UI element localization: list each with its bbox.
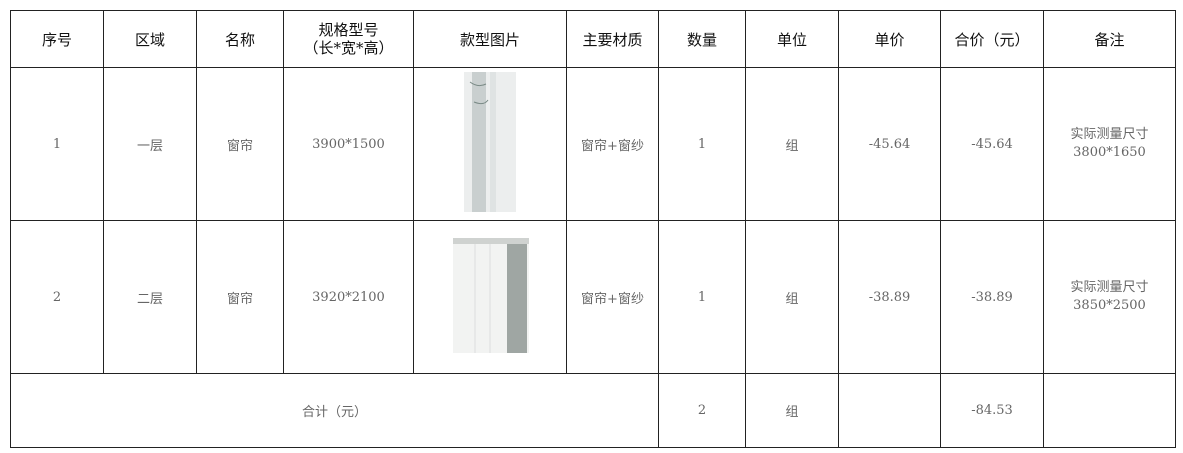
note-cell: 实际测量尺寸 3850*2500 [1043, 220, 1176, 374]
header-cell: 合价（元） [940, 10, 1044, 68]
unit-cell: 组 [745, 220, 839, 374]
summary-qty: 2 [658, 373, 746, 448]
unit-cell: 组 [745, 67, 839, 221]
header-cell-line: 规格型号 [318, 21, 379, 39]
qty-cell: 1 [658, 67, 746, 221]
qty-cell: 1 [658, 220, 746, 374]
summary-label: 合计（元） [10, 373, 659, 448]
material-cell: 窗帘+窗纱 [566, 220, 659, 374]
note-cell-line: 实际测量尺寸 [1070, 127, 1149, 142]
name-cell: 窗帘 [196, 67, 284, 221]
note-cell-line: 3850*2500 [1073, 298, 1146, 313]
price-cell: -38.89 [838, 220, 941, 374]
header-cell: 主要材质 [566, 10, 659, 68]
product-image [453, 237, 529, 353]
header-cell: 单位 [745, 10, 839, 68]
image-cell [413, 67, 567, 221]
header-cell: 款型图片 [413, 10, 567, 68]
name-cell: 窗帘 [196, 220, 284, 374]
header-cell: 序号 [10, 10, 104, 68]
table-body: 1 一层 窗帘 3900*1500 窗帘+窗纱 1 组 -45.64 -45.64 实际测量尺寸 3… [10, 67, 1176, 448]
product-image [464, 72, 516, 212]
no-cell: 1 [10, 67, 104, 221]
quote-table: 序号 区域 名称 规格型号 （长*宽*高） 款型图片 主要材质 数量 单位 单价 合价（元） 备注 1… [10, 10, 1176, 448]
header-cell: 数量 [658, 10, 746, 68]
header-cell: 区域 [103, 10, 197, 68]
area-cell: 二层 [103, 220, 197, 374]
total-cell: -38.89 [940, 220, 1044, 374]
header-cell: 备注 [1043, 10, 1176, 68]
header-cell: 规格型号 （长*宽*高） [283, 10, 414, 68]
spec-cell: 3900*1500 [283, 67, 414, 221]
empty-cell [1043, 373, 1176, 448]
total-cell: -45.64 [940, 67, 1044, 221]
spec-cell: 3920*2100 [283, 220, 414, 374]
header-cell: 单价 [838, 10, 941, 68]
data-row: 2 二层 窗帘 3920*2100 窗帘+窗纱 1 组 -38.89 -38.89 实际测量尺寸 3… [10, 220, 1176, 374]
data-row: 1 一层 窗帘 3900*1500 窗帘+窗纱 1 组 -45.64 -45.64 实际测量尺寸 3… [10, 67, 1176, 221]
summary-row: 合计（元） 2 组 -84.53 [10, 373, 1176, 448]
area-cell: 一层 [103, 67, 197, 221]
note-cell-line: 3800*1650 [1073, 145, 1146, 160]
header-cell-line: （长*宽*高） [303, 39, 394, 57]
header-row: 序号 区域 名称 规格型号 （长*宽*高） 款型图片 主要材质 数量 单位 单价 合价（元） 备注 [10, 10, 1176, 68]
price-cell: -45.64 [838, 67, 941, 221]
image-cell [413, 220, 567, 374]
summary-unit: 组 [745, 373, 839, 448]
empty-cell [838, 373, 941, 448]
summary-total: -84.53 [940, 373, 1044, 448]
note-cell-line: 实际测量尺寸 [1070, 280, 1149, 295]
note-cell: 实际测量尺寸 3800*1650 [1043, 67, 1176, 221]
no-cell: 2 [10, 220, 104, 374]
header-cell: 名称 [196, 10, 284, 68]
material-cell: 窗帘+窗纱 [566, 67, 659, 221]
